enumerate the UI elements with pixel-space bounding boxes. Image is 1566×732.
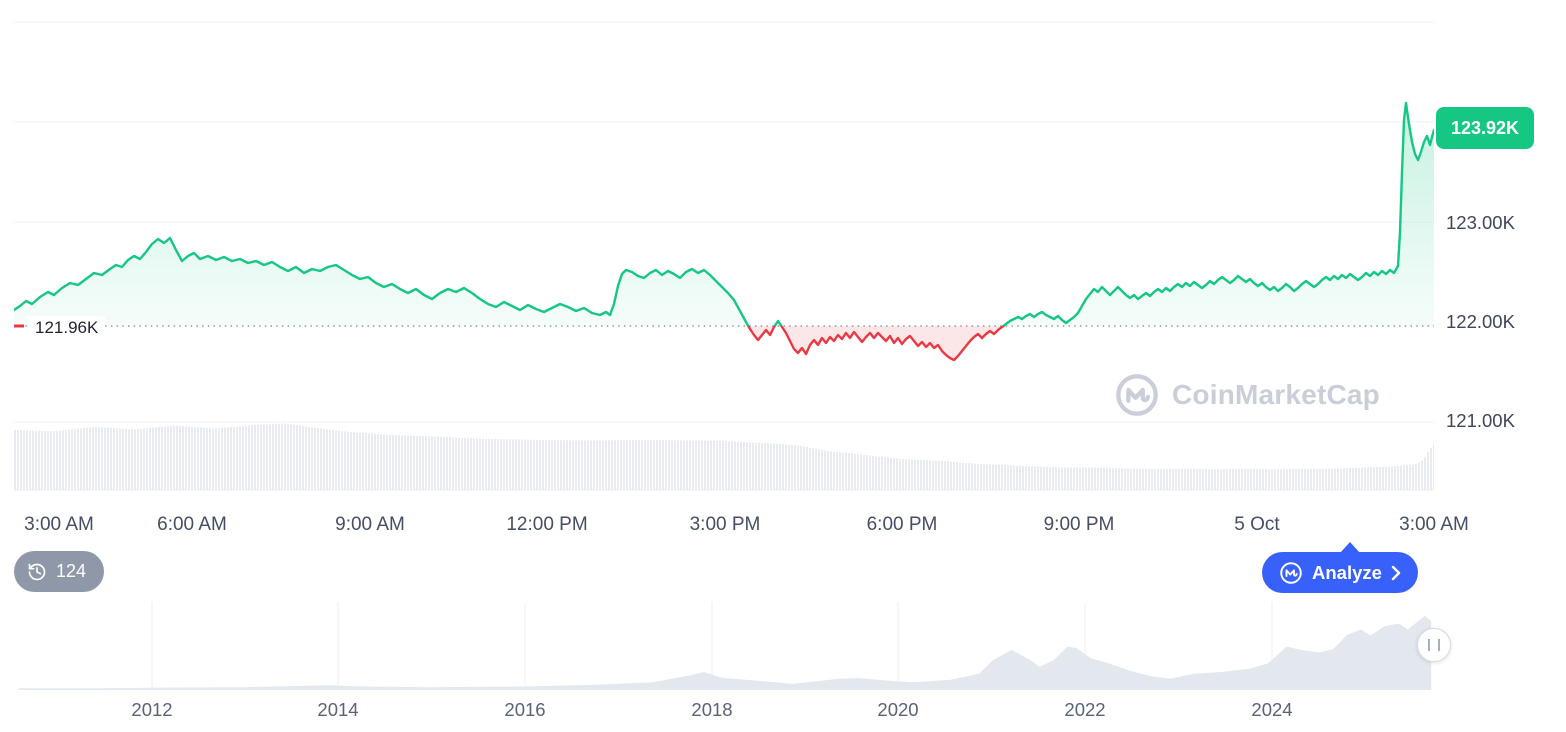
y-axis-label: 123.00K <box>1446 212 1515 233</box>
price-chart[interactable] <box>14 0 1435 492</box>
coinmarketcap-logo-icon <box>1116 374 1158 416</box>
watermark-text: CoinMarketCap <box>1172 379 1380 410</box>
y-axis-label: 121.00K <box>1446 410 1515 431</box>
current-price-badge: 123.92K <box>1436 107 1535 149</box>
mini-x-axis-label: 2016 <box>504 699 546 720</box>
mini-x-axis-label: 2022 <box>1064 699 1106 720</box>
x-axis-label: 5 Oct <box>1234 514 1280 535</box>
analyze-button[interactable]: Analyze <box>1262 552 1418 593</box>
coinmarketcap-watermark: CoinMarketCap <box>1114 372 1380 418</box>
date-range-brush-chart[interactable] <box>14 602 1434 690</box>
mini-x-axis: 2012 2014 2016 2018 2020 2022 2024 <box>0 699 1566 725</box>
analyze-label: Analyze <box>1312 561 1382 583</box>
x-axis-label: 3:00 PM <box>689 514 761 535</box>
chevron-right-icon <box>1391 565 1401 580</box>
x-axis-label: 9:00 PM <box>1043 514 1115 535</box>
brush-handle-grip-icon <box>1428 639 1440 651</box>
x-axis-label: 3:00 AM <box>1399 514 1469 535</box>
x-axis-label: 9:00 AM <box>335 514 405 535</box>
coinmarketcap-logo-icon <box>1280 561 1302 584</box>
mini-x-axis-label: 2018 <box>691 699 733 720</box>
history-count-badge[interactable]: 124 <box>14 551 105 592</box>
mini-x-axis-label: 2014 <box>317 699 359 720</box>
x-axis-label: 6:00 AM <box>157 514 227 535</box>
mini-x-axis-label: 2020 <box>877 699 919 720</box>
y-axis-label: 122.00K <box>1446 311 1515 332</box>
history-clock-icon <box>28 563 46 580</box>
brush-handle[interactable] <box>1417 628 1451 662</box>
x-axis-label: 12:00 PM <box>506 514 588 535</box>
mini-x-axis-label: 2012 <box>131 699 173 720</box>
mini-x-axis-label: 2024 <box>1251 699 1293 720</box>
open-price-label: 121.96K <box>28 316 106 340</box>
x-axis: 3:00 AM 6:00 AM 9:00 AM 12:00 PM 3:00 PM 6:00… <box>0 514 1566 544</box>
analyze-pointer-triangle <box>1340 542 1360 553</box>
x-axis-label: 3:00 AM <box>24 514 94 535</box>
history-count: 124 <box>56 561 87 581</box>
x-axis-label: 6:00 PM <box>866 514 938 535</box>
